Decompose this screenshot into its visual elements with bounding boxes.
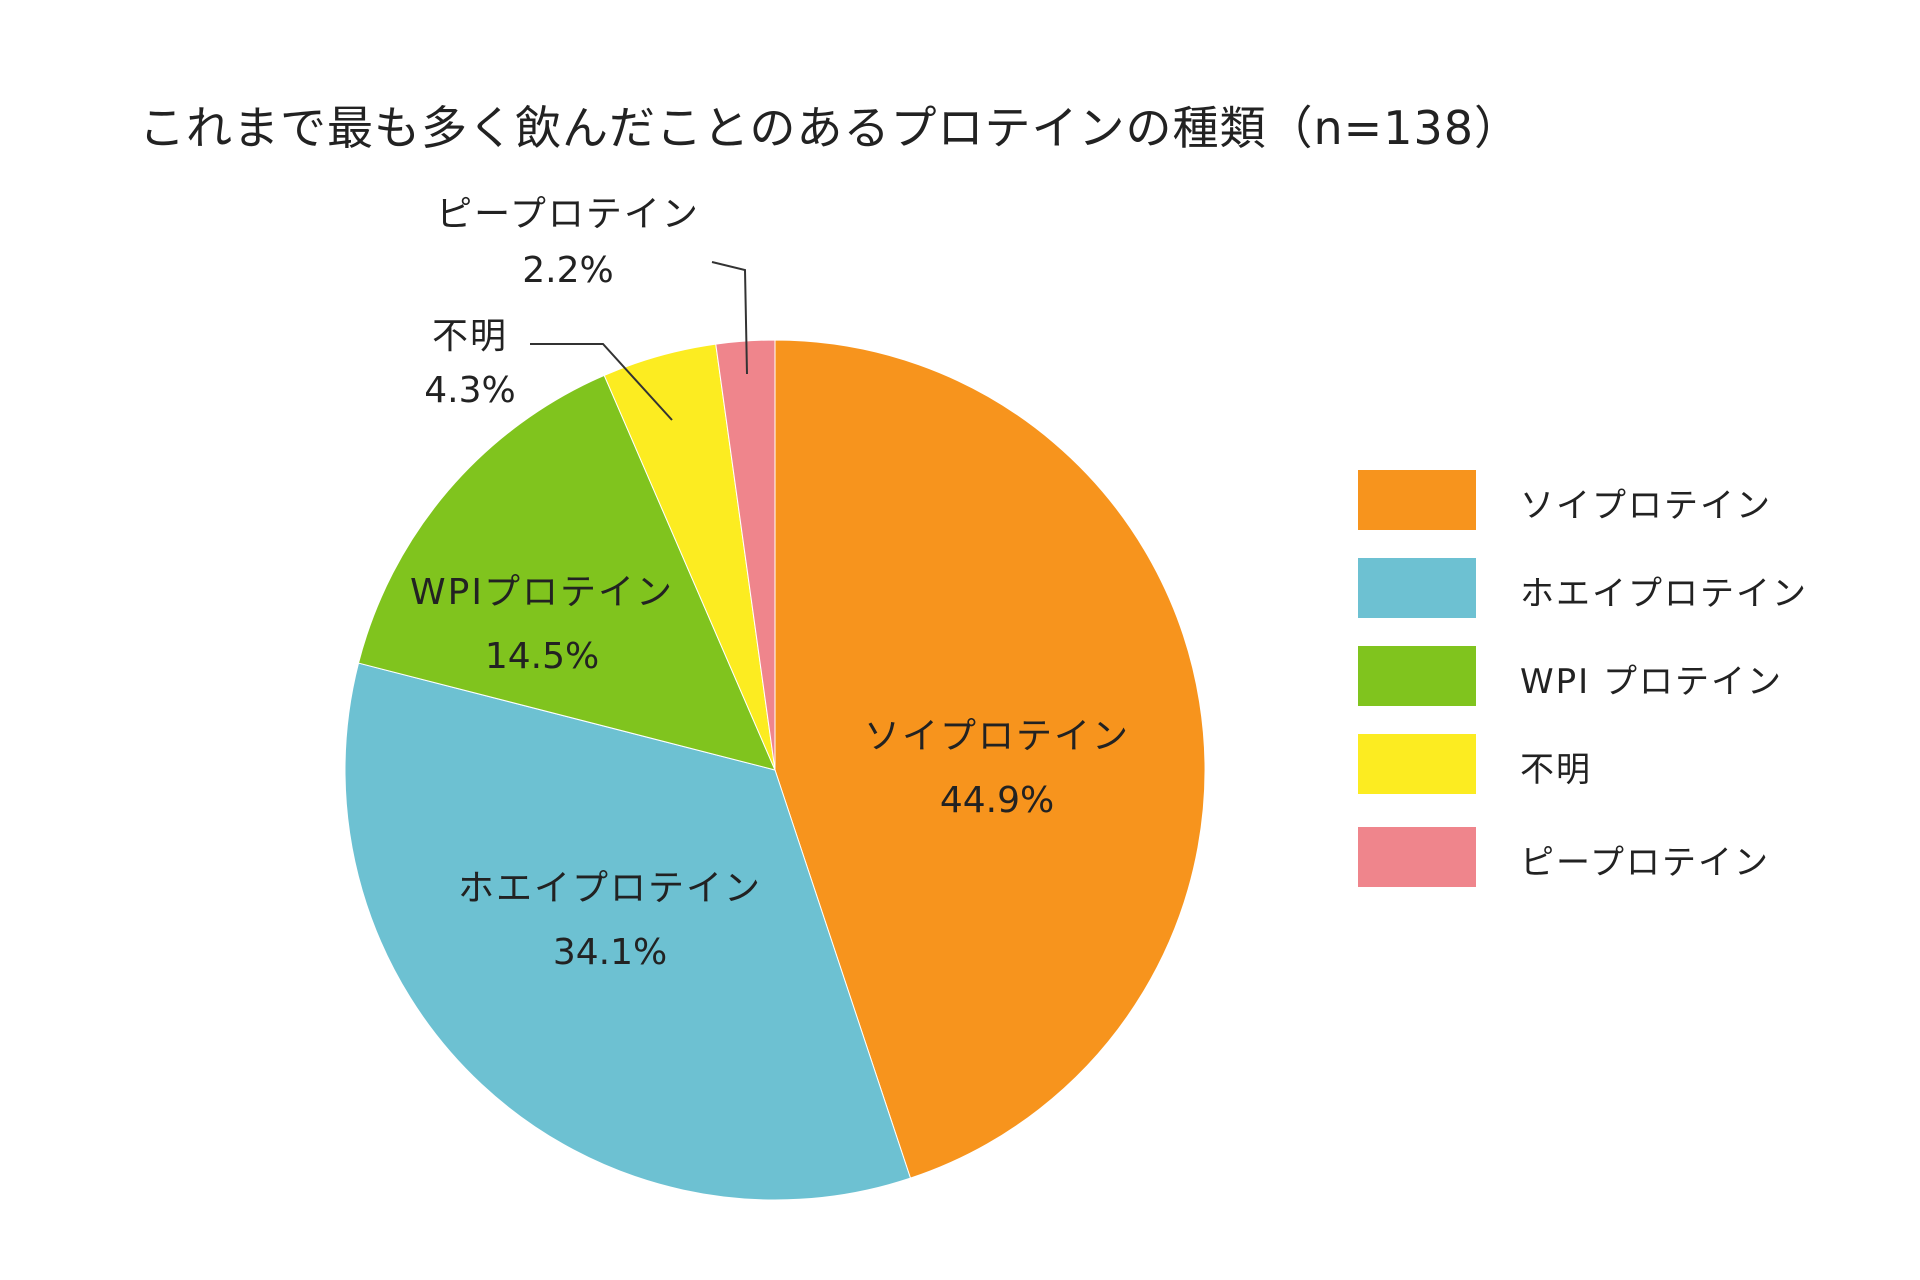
legend-item-5: ピープロテイン [1358,827,1878,887]
slice-value-label-3: 14.5% [485,636,599,677]
pie-slice-2 [344,662,912,1201]
legend-item-2: ホエイプロテイン [1358,558,1878,618]
chart-title: これまで最も多く飲んだことのあるプロテインの種類（n=138） [138,101,1522,155]
slice-value-label-5: 2.2% [522,250,613,291]
pie-slice-1 [774,339,1206,1179]
slice-value-label-2: 34.1% [553,932,667,973]
legend-swatch-2 [1358,558,1476,618]
slice-label-4: 不明 [432,316,508,357]
slice-label-3: WPIプロテイン [410,572,674,613]
slice-label-5: ピープロテイン [436,194,700,235]
slice-value-label-4: 4.3% [424,370,515,411]
leader-line-5 [711,261,748,375]
pie-slice-5 [715,339,776,771]
slice-label-2: ホエイプロテイン [458,868,762,909]
leader-lines [530,261,748,421]
pie-slices [344,339,1206,1201]
legend-swatch-5 [1358,827,1476,887]
legend-label-3: WPI プロテイン [1520,662,1783,702]
legend-label-1: ソイプロテイン [1520,486,1772,526]
legend-item-4: 不明 [1358,734,1878,794]
legend-label-5: ピープロテイン [1520,843,1770,883]
legend-item-1: ソイプロテイン [1358,470,1878,530]
slice-labels: ソイプロテイン 44.9% ホエイプロテイン 34.1% WPIプロテイン 14.5% 不明… [410,194,1130,973]
pie-slice-3 [357,374,776,771]
legend-label-4: 不明 [1520,750,1592,790]
legend-swatch-1 [1358,470,1476,530]
legend-swatch-4 [1358,734,1476,794]
leader-line-4 [530,343,673,421]
legend-label-2: ホエイプロテイン [1520,574,1808,614]
slice-value-label-1: 44.9% [940,780,1054,821]
legend-swatch-3 [1358,646,1476,706]
slice-label-1: ソイプロテイン [864,716,1130,757]
legend-item-3: WPI プロテイン [1358,646,1878,706]
